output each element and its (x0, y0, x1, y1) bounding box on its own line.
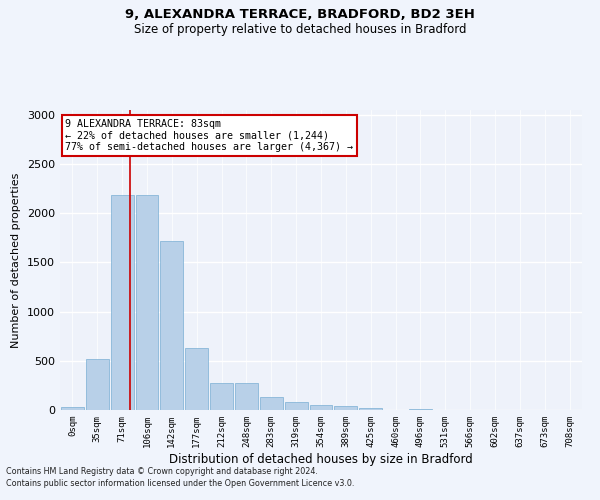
Bar (111, 195, 134, 410)
Bar (61, 407, 84, 410)
Bar (359, 408, 382, 410)
Bar (334, 406, 357, 410)
Bar (260, 396, 283, 410)
Bar (185, 348, 208, 410)
Bar (160, 241, 183, 410)
Y-axis label: Number of detached properties: Number of detached properties (11, 172, 22, 348)
Text: 9, ALEXANDRA TERRACE, BRADFORD, BD2 3EH: 9, ALEXANDRA TERRACE, BRADFORD, BD2 3EH (125, 8, 475, 20)
Bar (86, 359, 109, 410)
Text: Size of property relative to detached houses in Bradford: Size of property relative to detached ho… (134, 22, 466, 36)
Bar (310, 405, 332, 410)
Bar (235, 383, 258, 410)
Text: Contains public sector information licensed under the Open Government Licence v3: Contains public sector information licen… (6, 478, 355, 488)
Text: Distribution of detached houses by size in Bradford: Distribution of detached houses by size … (169, 452, 473, 466)
Bar (285, 402, 308, 410)
Text: 9 ALEXANDRA TERRACE: 83sqm
← 22% of detached houses are smaller (1,244)
77% of s: 9 ALEXANDRA TERRACE: 83sqm ← 22% of deta… (65, 119, 353, 152)
Bar (210, 383, 233, 410)
Bar (136, 195, 158, 410)
Text: Contains HM Land Registry data © Crown copyright and database right 2024.: Contains HM Land Registry data © Crown c… (6, 467, 318, 476)
Bar (409, 409, 432, 410)
